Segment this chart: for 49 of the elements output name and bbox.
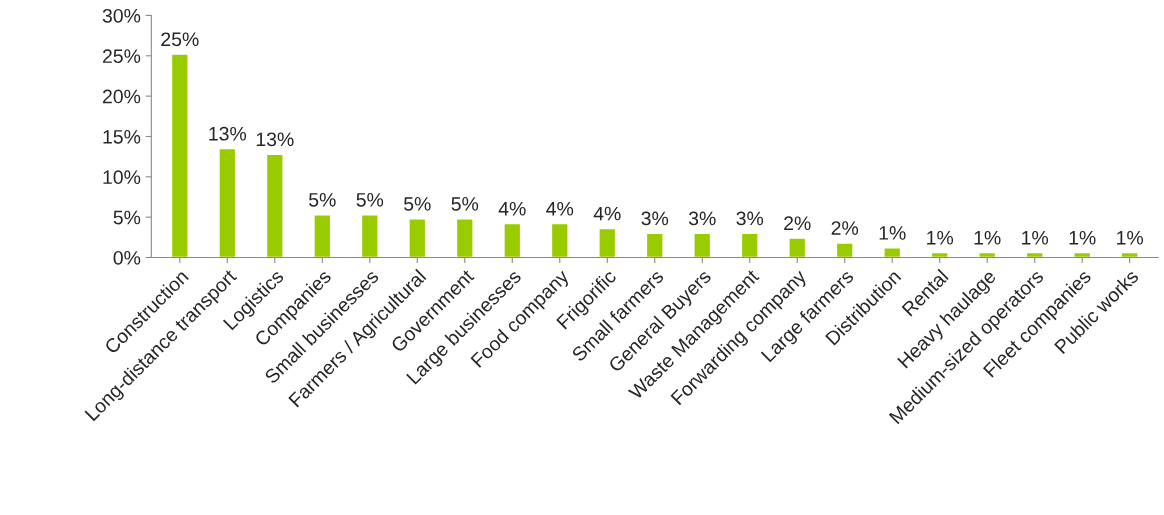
bar <box>598 227 617 258</box>
bar <box>1120 251 1139 258</box>
bar <box>930 251 949 258</box>
data-label: 5% <box>404 197 431 211</box>
data-label: 1% <box>1022 230 1049 245</box>
y-tick-label: 15% <box>103 130 141 144</box>
bar <box>645 232 664 258</box>
bar <box>455 218 474 258</box>
bar <box>218 147 237 258</box>
y-tick-label: 0% <box>113 250 141 265</box>
data-label: 4% <box>498 201 526 216</box>
bar <box>978 251 997 258</box>
data-label: 3% <box>641 211 669 226</box>
y-tick-label: 25% <box>102 49 141 64</box>
bar <box>265 153 284 258</box>
bar <box>313 214 332 258</box>
y-tick-label: 20% <box>102 89 141 104</box>
bar <box>883 247 902 258</box>
bar <box>503 222 522 258</box>
data-label: 3% <box>688 211 716 226</box>
data-label: 5% <box>356 193 384 207</box>
bar <box>788 237 807 258</box>
bar <box>1073 251 1092 258</box>
data-label: 3% <box>736 211 764 226</box>
data-label: 13% <box>209 126 247 141</box>
data-label: 1% <box>1069 230 1096 245</box>
data-label: 2% <box>784 216 811 231</box>
bar <box>693 232 712 258</box>
data-label: 25% <box>161 32 199 47</box>
bar <box>408 218 427 258</box>
data-label: 1% <box>1117 230 1144 245</box>
data-label: 13% <box>256 132 294 147</box>
bar <box>550 222 569 258</box>
data-label: 4% <box>593 206 621 221</box>
data-label: 5% <box>309 193 336 207</box>
data-label: 1% <box>879 226 906 240</box>
bar <box>1025 251 1044 258</box>
bar <box>835 242 854 258</box>
data-label: 5% <box>451 197 479 211</box>
data-label: 1% <box>927 230 954 245</box>
bar <box>740 232 759 258</box>
y-tick-label: 10% <box>103 170 141 185</box>
bar <box>170 53 189 258</box>
data-label: 4% <box>546 201 574 216</box>
data-label: 1% <box>974 230 1001 245</box>
y-tick-label: 30% <box>102 8 141 23</box>
bar <box>360 214 379 258</box>
y-tick-label: 5% <box>113 210 141 225</box>
data-label: 2% <box>831 221 859 235</box>
